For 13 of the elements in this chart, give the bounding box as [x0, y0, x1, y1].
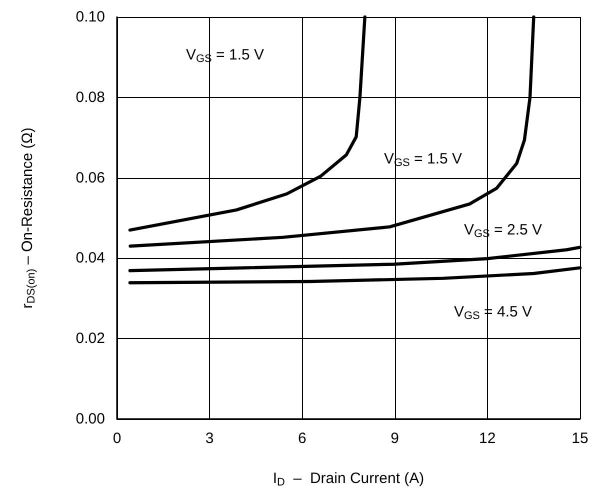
y-tick-label: 0.00: [76, 410, 105, 428]
y-axis-title: rDS(on) – On-Resistance (Ω): [19, 127, 38, 309]
x-tick-label: 9: [390, 430, 399, 447]
y-tick-label: 0.02: [76, 330, 105, 348]
x-tick-label: 12: [479, 430, 496, 447]
x-tick-label: 15: [572, 430, 588, 447]
y-tick-label: 0.10: [76, 8, 105, 26]
y-tick-label: 0.08: [76, 88, 105, 106]
x-tick-label: 6: [298, 430, 306, 447]
x-tick-label: 3: [205, 430, 214, 447]
x-tick-label: 0: [112, 430, 122, 447]
y-tick-label: 0.04: [76, 250, 105, 267]
y-tick-label: 0.06: [76, 169, 105, 186]
